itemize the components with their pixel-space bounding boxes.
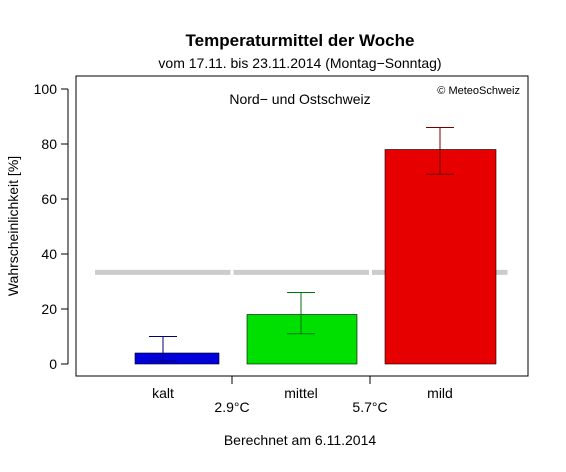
bar-mittel (246, 314, 358, 365)
bar-kalt (134, 352, 220, 365)
y-tick-label: 20 (41, 301, 57, 317)
x-category-label: kalt (152, 385, 174, 401)
bar-mild (384, 149, 497, 365)
region-label: Nord− und Ostschweiz (229, 91, 370, 107)
copyright-label: © MeteoSchweiz (437, 85, 520, 97)
chart-subtitle: vom 17.11. bis 23.11.2014 (Montag−Sonnta… (158, 55, 441, 71)
chart-title: Temperaturmittel der Woche (186, 31, 415, 50)
y-tick-label: 60 (41, 191, 57, 207)
threshold-label: 5.7°C (352, 399, 387, 415)
y-tick-label: 0 (49, 356, 57, 372)
y-axis-label: Wahrscheinlichkeit [%] (5, 156, 21, 296)
x-category-label: mittel (284, 385, 317, 401)
threshold-label: 2.9°C (214, 399, 249, 415)
y-tick-label: 100 (34, 81, 58, 97)
plot-frame (75, 75, 529, 377)
bars (134, 149, 497, 365)
x-category-label: mild (427, 385, 453, 401)
y-tick-label: 80 (41, 136, 57, 152)
x-axis: kalt mittel mild 2.9°C 5.7°C (152, 376, 453, 415)
y-tick-label: 40 (41, 246, 57, 262)
error-bars (149, 127, 454, 362)
footer-label: Berechnet am 6.11.2014 (224, 432, 377, 448)
y-axis: 0 20 40 60 80 100 (34, 81, 69, 372)
